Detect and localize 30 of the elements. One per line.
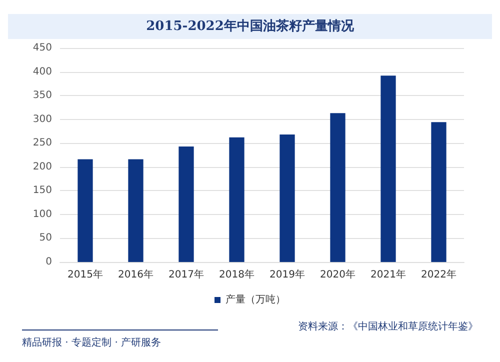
y-tick-label: 200 [32, 161, 52, 172]
y-tick-label: 450 [32, 42, 52, 54]
y-tick-label: 400 [32, 66, 52, 78]
bar [330, 113, 346, 262]
bar [78, 159, 93, 262]
x-tick-label: 2019年 [270, 268, 305, 280]
y-tick-label: 150 [32, 185, 52, 196]
x-tick-label: 2021年 [370, 268, 406, 280]
chart-title: 2015-2022年中国油茶籽产量情况 [146, 18, 355, 34]
x-tick-label: 2022年 [421, 268, 456, 280]
bar [280, 134, 295, 262]
bar [178, 146, 194, 262]
x-tick-label: 2017年 [168, 268, 204, 280]
y-tick-label: 0 [46, 256, 52, 268]
y-tick-label: 50 [39, 232, 52, 244]
x-tick-label: 2020年 [320, 268, 356, 280]
y-tick-label: 300 [32, 114, 52, 125]
x-tick-label: 2018年 [219, 268, 254, 280]
text: 精品研报 · 专题定制 · 产研服务 [22, 336, 162, 348]
y-tick-label: 250 [32, 138, 52, 149]
bar [380, 76, 396, 262]
text: 资料来源：《中国林业和草原统计年鉴》 [298, 320, 478, 332]
bar [128, 159, 144, 262]
y-tick-label: 350 [32, 90, 52, 102]
x-tick-label: 2015年 [68, 268, 103, 280]
bar [229, 137, 244, 262]
x-tick-label: 2016年 [118, 268, 154, 280]
legend-label: 产量（万吨） [226, 294, 286, 306]
y-tick-label: 100 [32, 208, 52, 220]
bar [431, 122, 446, 262]
